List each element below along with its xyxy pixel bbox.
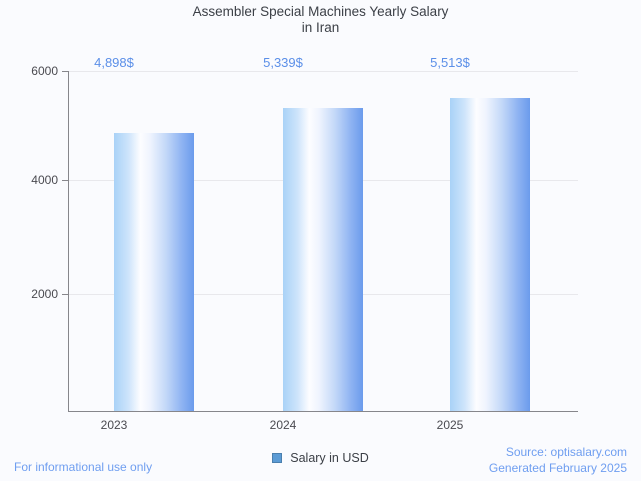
chart-title: Assembler Special Machines Yearly Salary… xyxy=(0,4,641,36)
y-axis-line xyxy=(68,71,69,412)
plot-area xyxy=(68,71,578,411)
chart-title-line-1: Assembler Special Machines Yearly Salary xyxy=(192,4,449,19)
y-tick-mark-4000 xyxy=(62,180,68,181)
bar-value-label-2025: 5,513$ xyxy=(430,55,470,70)
chart-legend: Salary in USD xyxy=(0,451,641,465)
disclaimer-text: For informational use only xyxy=(14,460,153,474)
legend-item-salary-in-usd[interactable]: Salary in USD xyxy=(290,451,369,465)
chart-title-line-2: in Iran xyxy=(301,20,340,35)
y-tick-label-2000: 2000 xyxy=(31,287,58,301)
y-tick-label-6000: 6000 xyxy=(31,64,58,78)
y-tick-mark-6000 xyxy=(62,71,68,72)
x-tick-label-2023: 2023 xyxy=(100,418,128,432)
source-block: Source: optisalary.com Generated Februar… xyxy=(489,444,627,476)
bar-2025[interactable] xyxy=(450,98,530,411)
x-tick-label-2025: 2025 xyxy=(436,418,464,432)
y-tick-mark-2000 xyxy=(62,294,68,295)
legend-marker-icon xyxy=(272,453,283,463)
bar-2023[interactable] xyxy=(114,133,194,411)
source-text: Source: optisalary.com xyxy=(505,445,627,459)
bar-value-label-2023: 4,898$ xyxy=(94,55,134,70)
y-tick-label-4000: 4000 xyxy=(31,173,58,187)
x-tick-label-2024: 2024 xyxy=(269,418,297,432)
x-axis-line xyxy=(68,411,578,412)
gridline-6000 xyxy=(68,71,578,72)
bar-value-label-2024: 5,339$ xyxy=(263,55,303,70)
generated-date-text: Generated February 2025 xyxy=(488,461,627,475)
bar-2024[interactable] xyxy=(283,108,363,411)
